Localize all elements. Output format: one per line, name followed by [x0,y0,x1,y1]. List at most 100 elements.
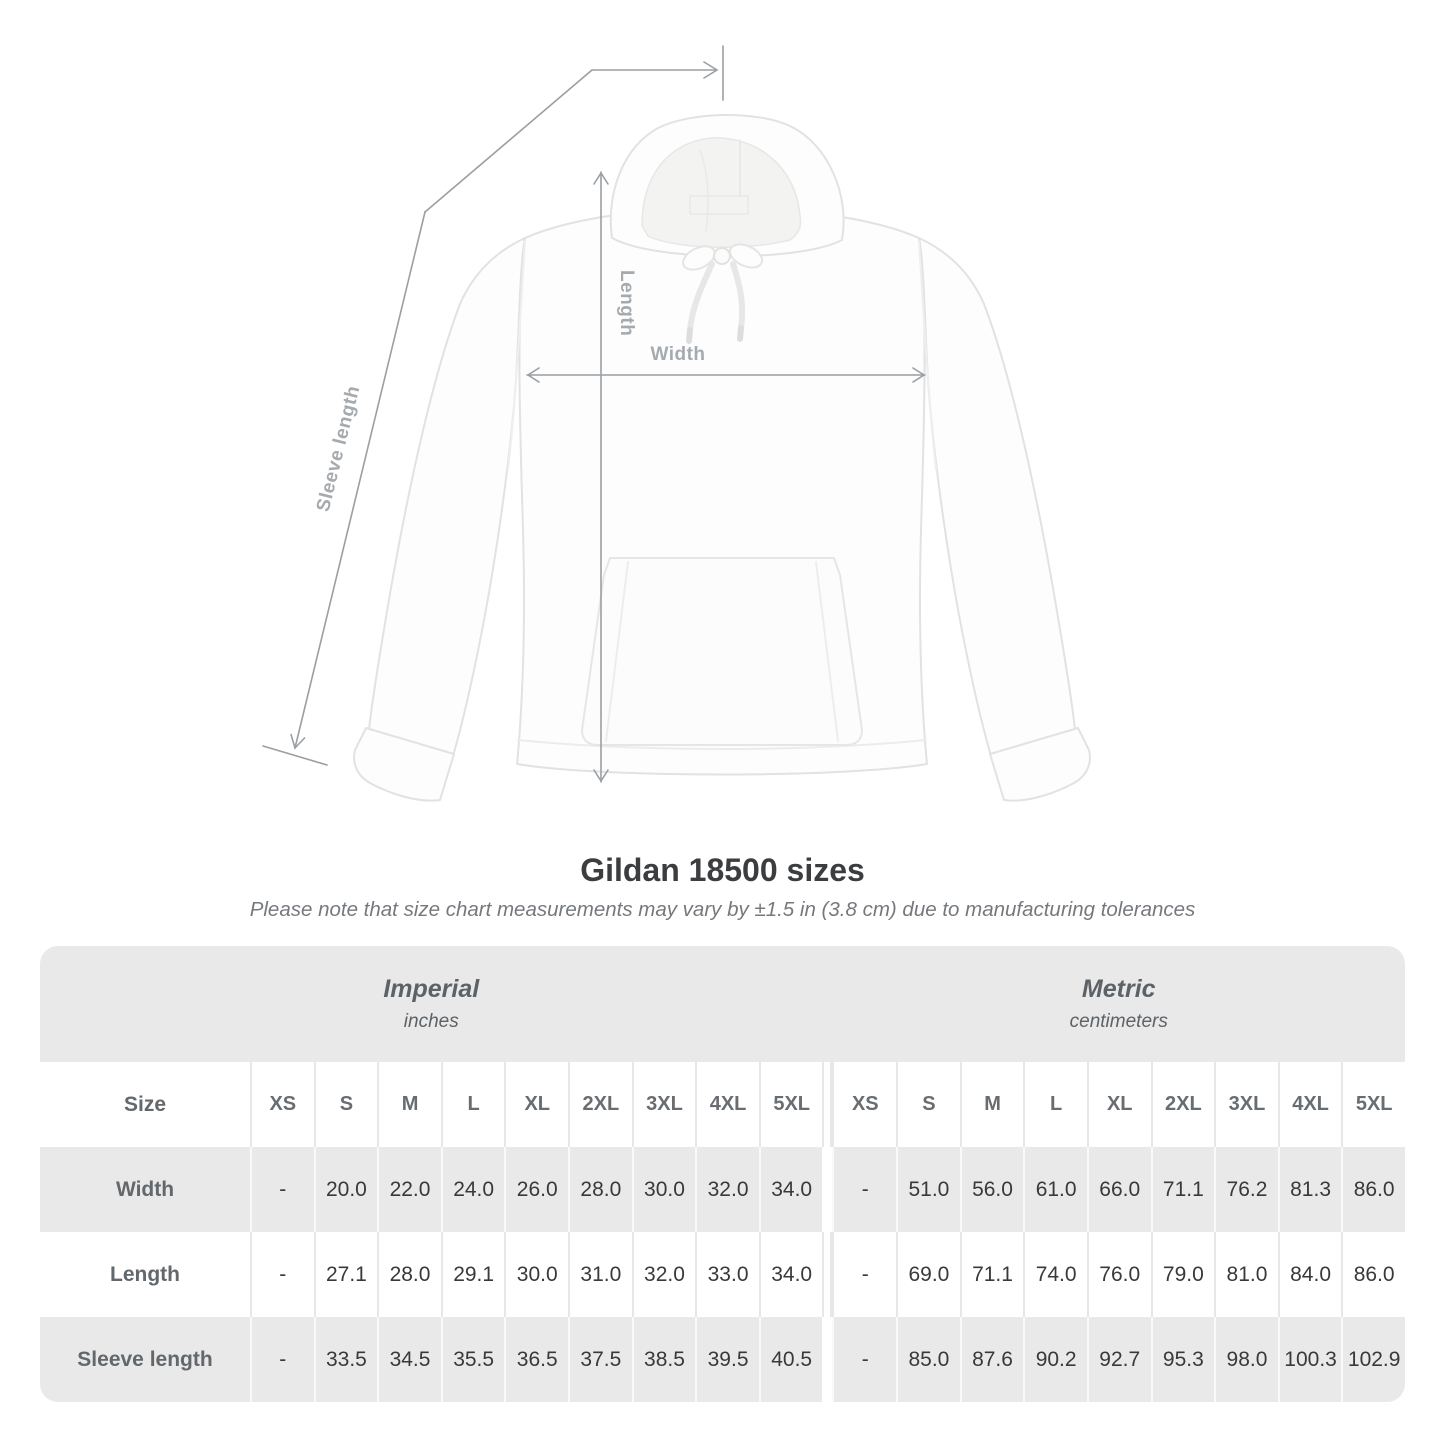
size-table: Imperial inches Metric centimeters Size X… [40,946,1405,1402]
length-label: Length [616,270,637,336]
imperial-group-name: Imperial [383,975,480,1003]
value-cell: 34.5 [377,1317,441,1402]
hoodie-illustration: Length Width Sleeve length [262,45,1091,802]
value-cell: 98.0 [1214,1317,1278,1402]
size-header-imperial-xl: XL [504,1062,569,1147]
hoodie-right-cuff [989,727,1091,802]
hoodie-measurement-diagram: Length Width Sleeve length [262,45,1091,802]
value-cell: 76.2 [1214,1147,1278,1232]
hoodie-hood-opening [641,137,802,248]
size-header-imperial-2xl: 2XL [568,1062,632,1147]
unit-group-header-row: Imperial inches Metric centimeters [40,946,1405,1062]
value-cell: 69.0 [896,1232,960,1317]
value-cell: - [250,1147,314,1232]
size-header-imperial-l: L [440,1062,505,1147]
value-cell: 102.9 [1341,1317,1405,1402]
size-header-imperial-s: S [313,1062,378,1147]
value-cell: 61.0 [1023,1147,1087,1232]
page-title: Gildan 18500 sizes [580,852,865,888]
value-cell: 86.0 [1341,1147,1405,1232]
size-column-header: Size [40,1062,250,1147]
size-header-imperial-m: M [377,1062,441,1147]
metric-group-header: Metric centimeters [833,946,1406,1062]
hoodie-hem-seam [517,739,927,750]
value-cell: 27.1 [313,1232,378,1317]
value-cell: - [832,1147,897,1232]
value-cell: 33.0 [695,1232,759,1317]
row-label: Width [40,1147,250,1232]
value-cell: 22.0 [377,1147,441,1232]
size-header-imperial-3xl: 3XL [631,1062,696,1147]
value-cell: 56.0 [959,1147,1024,1232]
value-cell: 30.0 [631,1147,696,1232]
value-cell: 31.0 [568,1232,632,1317]
hoodie-drawstrings [682,243,764,344]
size-header-metric-3xl: 3XL [1214,1062,1278,1147]
hoodie-left-armhole-seam [507,241,526,471]
value-cell: 79.0 [1150,1232,1215,1317]
metric-group-unit: centimeters [1069,1011,1168,1032]
size-grid: Size XS S M L XL 2XL 3XL 4XL 5XL XS S M L XL 2XL 3XL 4XL 5… [40,1062,1405,1402]
value-cell: 30.0 [504,1232,569,1317]
tolerance-note: Please note that size chart measurements… [249,898,1196,921]
value-cell: 24.0 [440,1147,505,1232]
hoodie-pocket-left-slant [605,561,629,742]
value-cell: 38.5 [631,1317,696,1402]
value-cell: 35.5 [440,1317,505,1402]
value-cell: 28.0 [568,1147,632,1232]
value-cell: 36.5 [504,1317,569,1402]
column-gap [822,1147,833,1232]
value-cell: 33.5 [313,1317,378,1402]
value-cell: 66.0 [1086,1147,1151,1232]
row-label: Length [40,1232,250,1317]
hoodie-left-cuff [353,727,455,802]
value-cell: 90.2 [1023,1317,1087,1402]
metric-group-name: Metric [1081,975,1156,1003]
value-cell: 86.0 [1341,1232,1405,1317]
hoodie-hood-fold [699,149,709,233]
column-gap [822,1317,833,1402]
value-cell: 26.0 [504,1147,569,1232]
size-header-metric-xs: XS [832,1062,897,1147]
size-header-metric-xl: XL [1086,1062,1151,1147]
value-cell: 81.3 [1277,1147,1342,1232]
width-measure-line [526,367,926,383]
value-cell: - [832,1232,897,1317]
size-header-imperial-5xl: 5XL [758,1062,823,1147]
value-cell: 92.7 [1086,1317,1151,1402]
size-header-metric-l: L [1023,1062,1087,1147]
value-cell: 39.5 [695,1317,759,1402]
size-header-imperial-4xl: 4XL [695,1062,759,1147]
width-label: Width [650,344,705,365]
value-cell: 76.0 [1086,1232,1151,1317]
imperial-group-unit: inches [403,1011,459,1032]
size-header-metric-s: S [896,1062,960,1147]
value-cell: 51.0 [896,1147,960,1232]
value-cell: 74.0 [1023,1232,1087,1317]
value-cell: 34.0 [758,1232,823,1317]
value-cell: 87.6 [959,1317,1024,1402]
size-header-metric-m: M [959,1062,1024,1147]
size-header-imperial-xs: XS [250,1062,314,1147]
value-cell: 32.0 [695,1147,759,1232]
hoodie-left-sleeve [368,237,526,757]
value-cell: 40.5 [758,1317,823,1402]
value-cell: 28.0 [377,1232,441,1317]
value-cell: 71.1 [1150,1147,1215,1232]
length-measure-line [593,171,609,783]
size-header-metric-4xl: 4XL [1277,1062,1342,1147]
value-cell: 81.0 [1214,1232,1278,1317]
value-cell: - [250,1317,314,1402]
value-cell: 100.3 [1277,1317,1342,1402]
hoodie-neck-label-seam [689,195,749,215]
hoodie-right-sleeve [918,237,1076,757]
value-cell: 20.0 [313,1147,378,1232]
hoodie-garment [353,114,1091,802]
imperial-group-header: Imperial inches [40,946,823,1062]
size-header-metric-5xl: 5XL [1341,1062,1405,1147]
value-cell: - [250,1232,314,1317]
row-label: Sleeve length [40,1317,250,1402]
value-cell: - [832,1317,897,1402]
column-gap [822,1062,833,1147]
